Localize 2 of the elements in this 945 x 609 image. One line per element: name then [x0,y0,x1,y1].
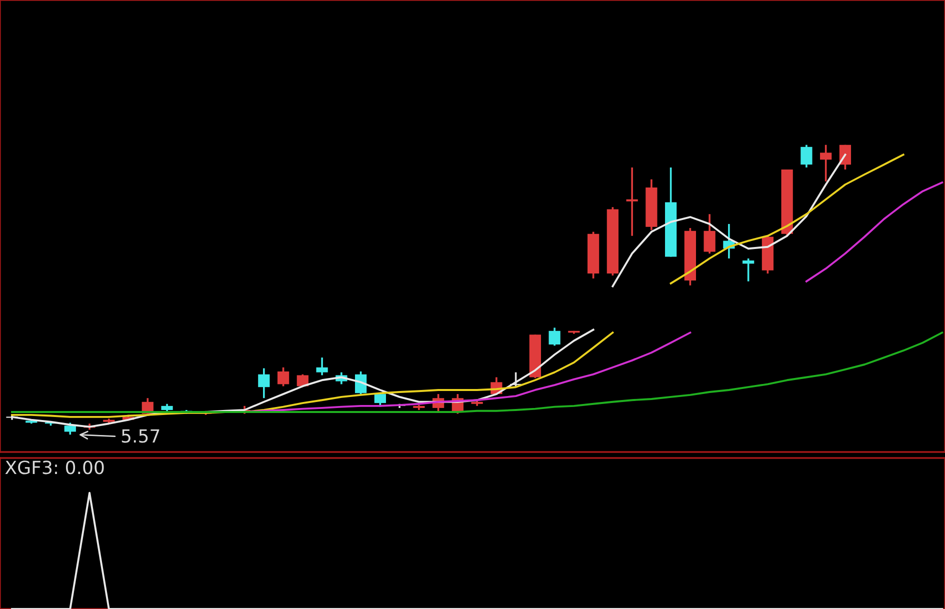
chart-title: XGF3: 0.00 [5,460,104,474]
annotation: 5.57 [122,429,160,443]
